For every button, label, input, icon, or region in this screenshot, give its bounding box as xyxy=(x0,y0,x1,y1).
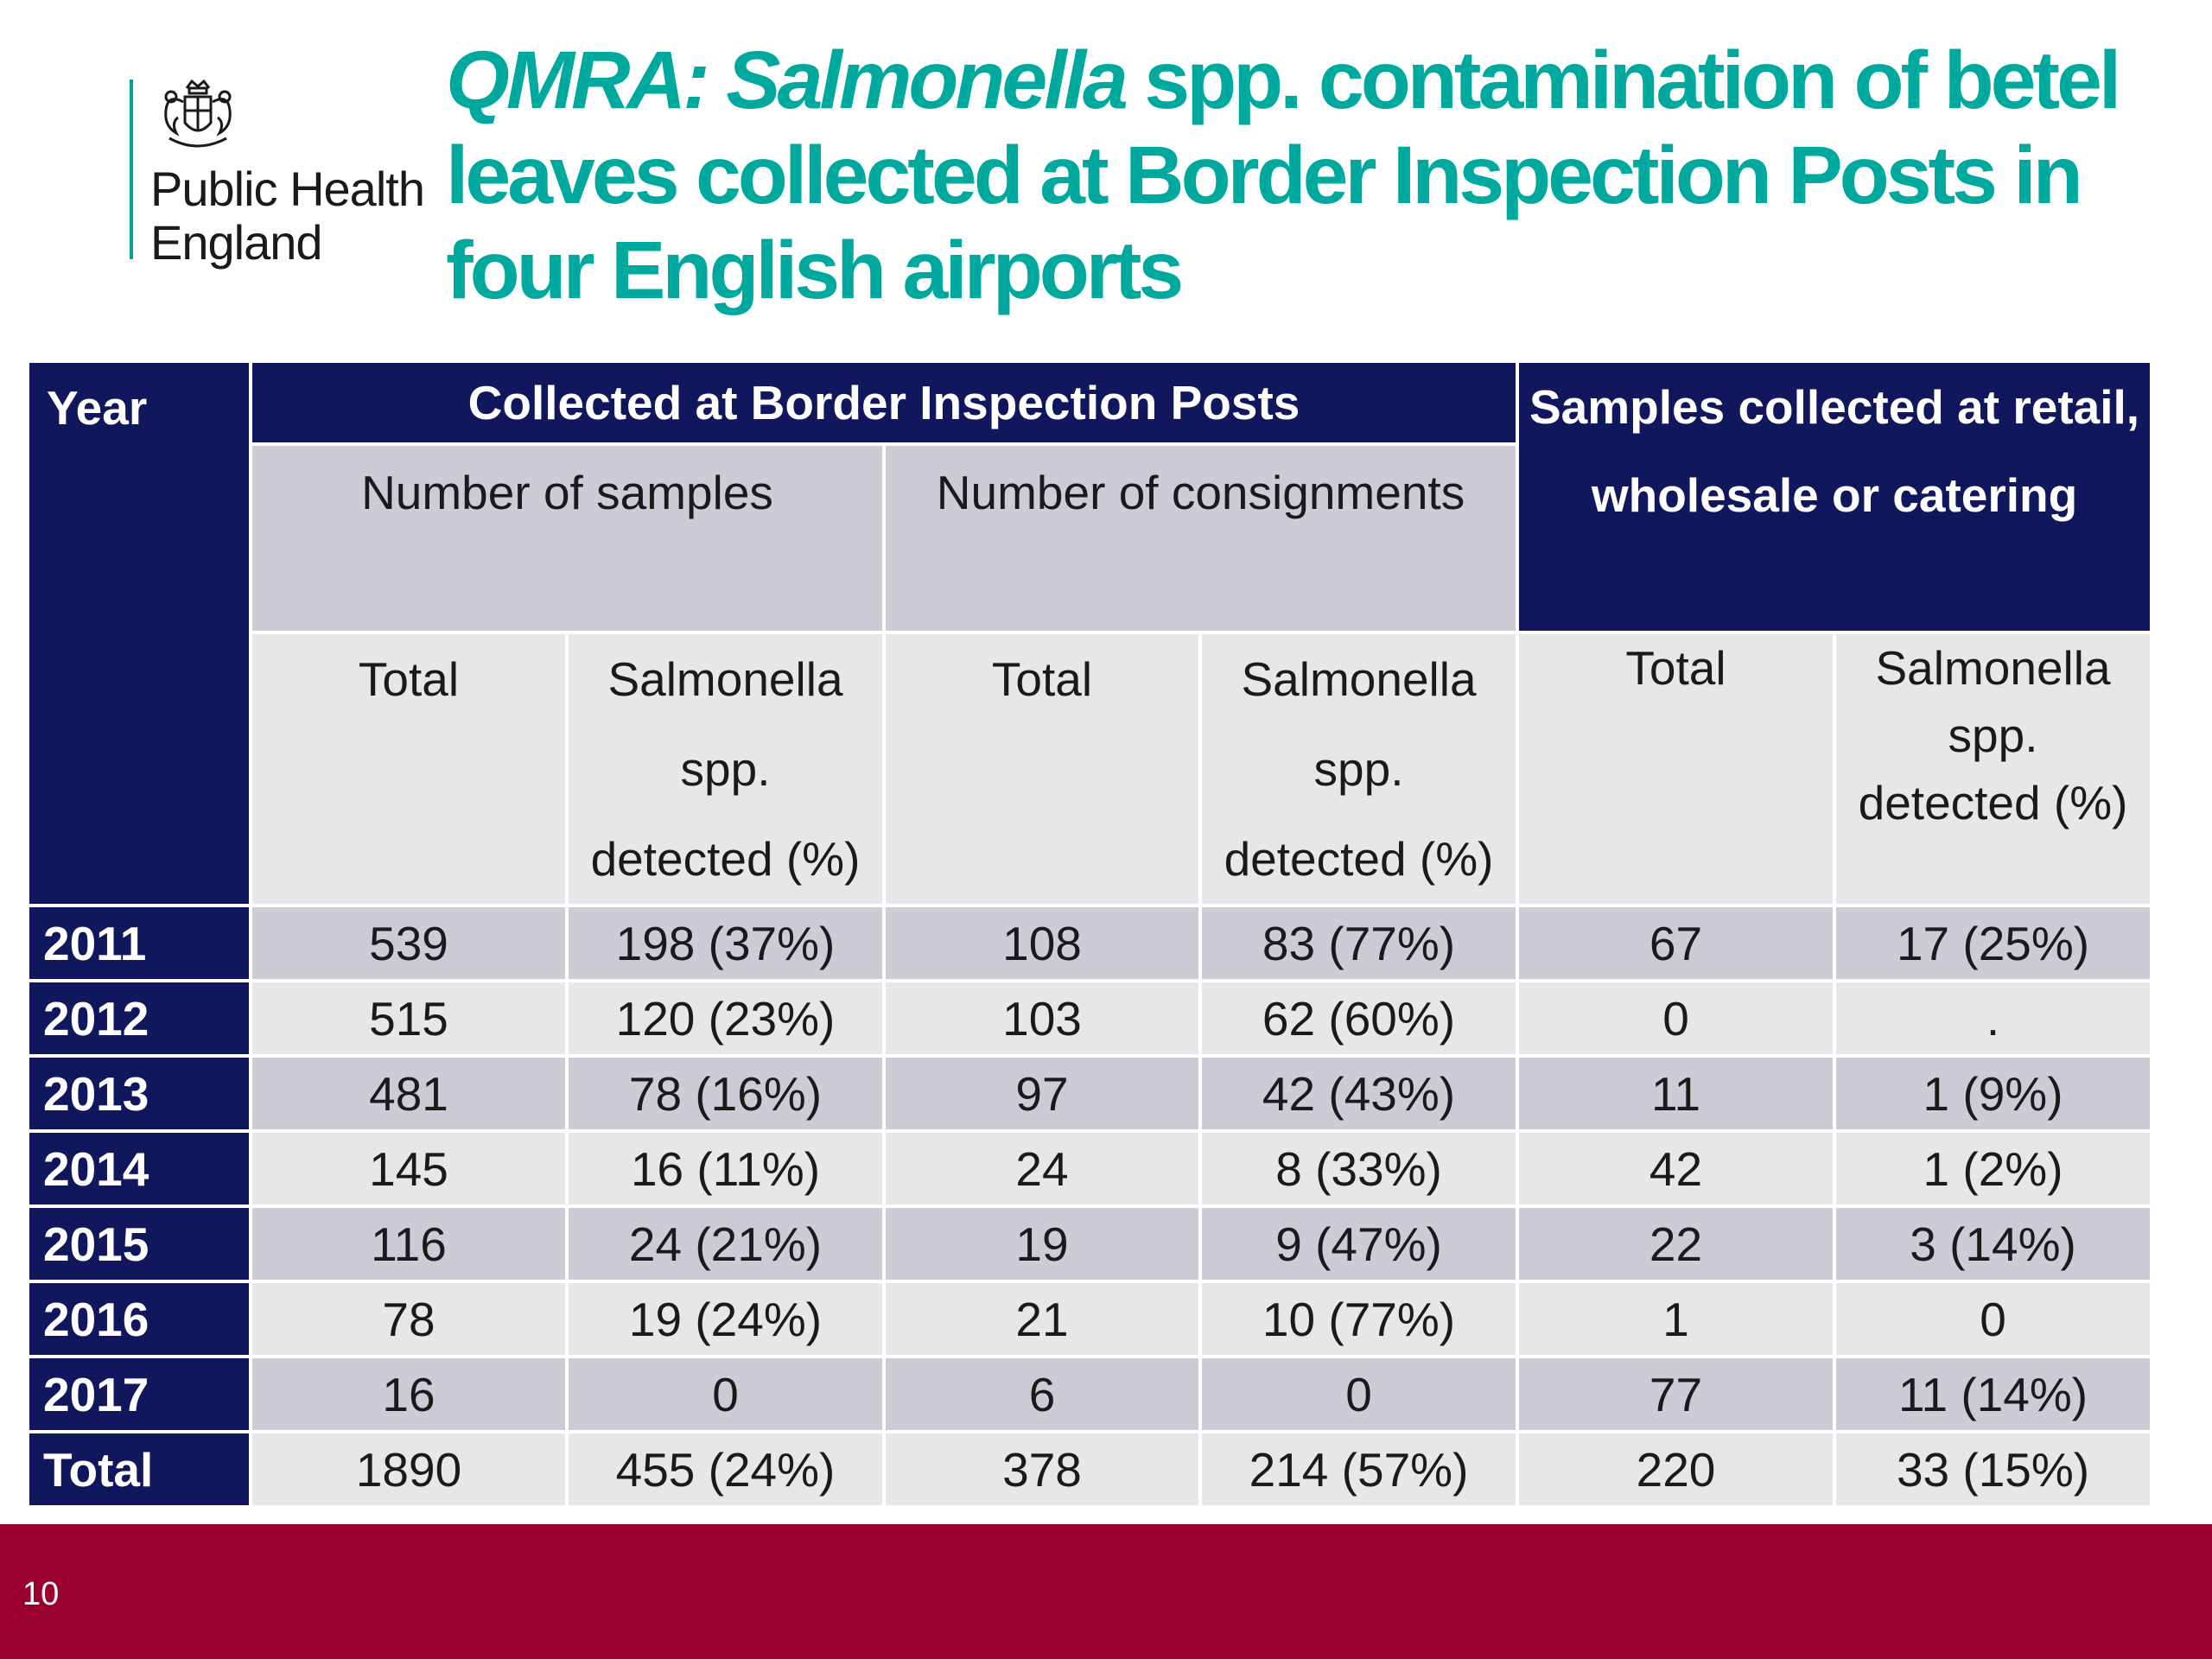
cell-c-det: 8 (33%) xyxy=(1198,1129,1520,1208)
page-number: 10 xyxy=(22,1576,60,1612)
cell-s-total: 116 xyxy=(249,1205,569,1283)
detected-l1: Salmonella xyxy=(1875,641,2111,695)
cell-c-det: 0 xyxy=(1198,1355,1520,1433)
cell-s-total: 515 xyxy=(249,979,569,1058)
cell-s-det: 198 (37%) xyxy=(565,904,886,982)
logo-line-2: England xyxy=(150,215,323,270)
cell-r-det: 1 (2%) xyxy=(1833,1129,2154,1208)
cell-c-total: 97 xyxy=(882,1054,1202,1133)
salmonella-table: Year Collected at Border Inspection Post… xyxy=(26,359,2154,1509)
detected-l1: Salmonella xyxy=(1241,652,1477,706)
logo-divider-line xyxy=(130,79,133,259)
table-row: 2017 16 0 6 0 77 11 (14%) xyxy=(26,1355,2154,1433)
table-row: 2013 481 78 (16%) 97 42 (43%) 11 1 (9%) xyxy=(26,1054,2154,1133)
cell-c-det: 83 (77%) xyxy=(1198,904,1520,982)
phe-logo: Public Health England xyxy=(130,76,441,270)
cell-r-total: 67 xyxy=(1516,904,1837,982)
detected-l2: spp. xyxy=(680,742,771,796)
cell-r-det: 0 xyxy=(1833,1280,2154,1358)
cell-s-total: 1890 xyxy=(249,1430,569,1509)
row-year: 2013 xyxy=(26,1054,252,1133)
cell-c-total: 378 xyxy=(882,1430,1202,1509)
cell-c-det: 9 (47%) xyxy=(1198,1205,1520,1283)
cell-c-total: 19 xyxy=(882,1205,1202,1283)
table-row: 2012 515 120 (23%) 103 62 (60%) 0. xyxy=(26,979,2154,1058)
cell-r-total: 1 xyxy=(1516,1280,1837,1358)
detected-l1: Salmonella xyxy=(607,652,843,706)
cell-r-total: 220 xyxy=(1516,1430,1837,1509)
footer-bar: 10 xyxy=(0,1524,2212,1659)
slide-title-italic: QMRA: Salmonella xyxy=(446,35,1128,126)
detected-l3: detected (%) xyxy=(1224,832,1494,886)
samples-total-header: Total xyxy=(249,631,569,907)
cell-c-total: 108 xyxy=(882,904,1202,982)
cell-r-det: 11 (14%) xyxy=(1833,1355,2154,1433)
cell-r-det: 3 (14%) xyxy=(1833,1205,2154,1283)
table-row: Total 1890 455 (24%) 378 214 (57%) 220 33 (15%… xyxy=(26,1430,2154,1509)
slide-title: QMRA: Salmonella spp. contamination of b… xyxy=(446,33,2174,318)
row-year: 2015 xyxy=(26,1205,252,1283)
consignments-total-header: Total xyxy=(882,631,1202,907)
cell-c-det: 42 (43%) xyxy=(1198,1054,1520,1133)
consignments-detected-header: Salmonella spp. detected (%) xyxy=(1198,631,1520,907)
cell-c-total: 24 xyxy=(882,1129,1202,1208)
royal-coat-of-arms-icon xyxy=(164,79,232,148)
cell-s-total: 539 xyxy=(249,904,569,982)
cell-s-total: 145 xyxy=(249,1129,569,1208)
cell-r-total: 77 xyxy=(1516,1355,1837,1433)
logo-line-1: Public Health xyxy=(150,162,425,216)
table-row: 2011 539 198 (37%) 108 83 (77%) 67 17 (25%) xyxy=(26,904,2154,982)
table-body: 2011 539 198 (37%) 108 83 (77%) 67 17 (25%) 201… xyxy=(26,904,2154,1509)
cell-r-total: 11 xyxy=(1516,1054,1837,1133)
cell-s-det: 78 (16%) xyxy=(565,1054,886,1133)
cell-c-det: 10 (77%) xyxy=(1198,1280,1520,1358)
cell-s-total: 16 xyxy=(249,1355,569,1433)
table-row: 2014 145 16 (11%) 24 8 (33%) 42 1 (2%) xyxy=(26,1129,2154,1208)
detected-l2: spp. xyxy=(1313,742,1404,796)
retail-header: Samples collected at retail, wholesale o… xyxy=(1516,359,2154,634)
year-header: Year xyxy=(26,359,252,907)
cell-r-total: 42 xyxy=(1516,1129,1837,1208)
logo-wordmark: Public Health England xyxy=(150,162,425,270)
samples-detected-header: Salmonella spp. detected (%) xyxy=(565,631,886,907)
row-year: 2012 xyxy=(26,979,252,1058)
row-year: 2011 xyxy=(26,904,252,982)
retail-detected-header: Salmonella spp. detected (%) xyxy=(1833,631,2154,907)
cell-r-det: 33 (15%) xyxy=(1833,1430,2154,1509)
cell-s-det: 0 xyxy=(565,1355,886,1433)
cell-s-det: 24 (21%) xyxy=(565,1205,886,1283)
cell-r-det: 1 (9%) xyxy=(1833,1054,2154,1133)
cell-s-det: 120 (23%) xyxy=(565,979,886,1058)
consignments-header: Number of consignments xyxy=(881,442,1520,634)
detected-l3: detected (%) xyxy=(590,832,861,886)
detected-l2: spp. xyxy=(1948,709,2038,762)
detected-l3: detected (%) xyxy=(1858,776,2128,830)
cell-s-det: 19 (24%) xyxy=(565,1280,886,1358)
cell-s-total: 481 xyxy=(249,1054,569,1133)
cell-s-det: 16 (11%) xyxy=(565,1129,886,1208)
retail-total-header: Total xyxy=(1516,631,1837,907)
row-year: 2014 xyxy=(26,1129,252,1208)
table-row: 2016 78 19 (24%) 21 10 (77%) 1 0 xyxy=(26,1280,2154,1358)
row-year: 2016 xyxy=(26,1280,252,1358)
bip-header: Collected at Border Inspection Posts xyxy=(248,359,1520,446)
cell-c-det: 214 (57%) xyxy=(1198,1430,1520,1509)
cell-s-det: 455 (24%) xyxy=(565,1430,886,1509)
slide-title-rest: spp. contamination of betel leaves colle… xyxy=(446,35,2121,316)
cell-r-det: . xyxy=(1833,979,2154,1058)
cell-r-det: 17 (25%) xyxy=(1833,904,2154,982)
samples-header: Number of samples xyxy=(249,442,886,634)
cell-c-total: 21 xyxy=(882,1280,1202,1358)
row-year: 2017 xyxy=(26,1355,252,1433)
cell-c-total: 6 xyxy=(882,1355,1202,1433)
row-year: Total xyxy=(26,1430,252,1509)
cell-s-total: 78 xyxy=(249,1280,569,1358)
cell-c-det: 62 (60%) xyxy=(1198,979,1520,1058)
cell-c-total: 103 xyxy=(882,979,1202,1058)
cell-r-total: 0 xyxy=(1516,979,1837,1058)
cell-r-total: 22 xyxy=(1516,1205,1837,1283)
table-row: 2015 116 24 (21%) 19 9 (47%) 22 3 (14%) xyxy=(26,1205,2154,1283)
